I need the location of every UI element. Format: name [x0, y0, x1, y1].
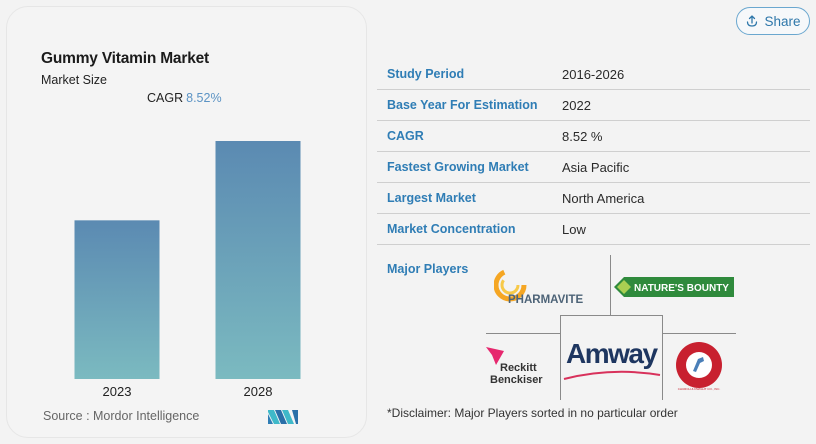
bar-chart: 2023 2028: [74, 141, 301, 399]
info-value: Asia Pacific: [562, 159, 630, 175]
church-dwight-wordmark: CHURCH & DWIGHT CO., INC.: [678, 387, 721, 391]
church-dwight-logo: CHURCH & DWIGHT CO., INC.: [676, 342, 722, 391]
info-label: Base Year For Estimation: [387, 98, 538, 112]
cagr-value: 8.52%: [186, 91, 222, 105]
reckitt-wordmark-line2: Benckiser: [490, 374, 543, 386]
info-value: Low: [562, 221, 586, 237]
info-label: Study Period: [387, 67, 465, 81]
grid-divider: [662, 333, 736, 334]
cagr-label: CAGR: [147, 91, 184, 105]
info-label: CAGR: [387, 129, 424, 143]
market-size-card: [6, 6, 367, 438]
mordor-intelligence-logo-icon: [268, 410, 298, 424]
share-button[interactable]: Share: [736, 7, 810, 35]
info-label: Fastest Growing Market: [387, 160, 529, 174]
share-label: Share: [764, 13, 801, 29]
grid-divider: [486, 333, 560, 334]
amway-wordmark: Amway: [566, 338, 658, 369]
amway-logo: Amway: [563, 338, 661, 380]
natures-bounty-logo: NATURE'S BOUNTY: [614, 277, 734, 297]
major-players-grid: PHARMAVITE NATURE'S BOUNTY Reckitt Benck…: [486, 255, 736, 400]
grid-divider: [662, 315, 663, 400]
pharmavite-logo: PHARMAVITE: [494, 268, 584, 306]
market-info-table: Study Period 2016-2026 Base Year For Est…: [377, 59, 810, 245]
bar-2023: [74, 220, 160, 379]
pharmavite-wordmark: PHARMAVITE: [508, 294, 584, 306]
x-tick-label: 2023: [103, 384, 132, 399]
info-row-fastest-growing: Fastest Growing Market Asia Pacific: [377, 152, 810, 183]
x-tick-label: 2028: [244, 384, 273, 399]
reckitt-benckiser-logo: Reckitt Benckiser: [486, 347, 543, 386]
info-label: Largest Market: [387, 191, 476, 205]
info-row-base-year: Base Year For Estimation 2022: [377, 90, 810, 121]
grid-divider: [560, 315, 561, 400]
bar-2028: [215, 141, 301, 379]
info-row-study-period: Study Period 2016-2026: [377, 59, 810, 90]
players-disclaimer: *Disclaimer: Major Players sorted in no …: [387, 406, 678, 420]
natures-bounty-wordmark: NATURE'S BOUNTY: [634, 283, 729, 294]
share-upload-icon: [747, 15, 758, 27]
reckitt-wordmark-line1: Reckitt: [500, 362, 537, 374]
grid-divider: [560, 315, 662, 316]
info-row-cagr: CAGR 8.52 %: [377, 121, 810, 152]
info-value: 2022: [562, 97, 591, 113]
info-label: Market Concentration: [387, 222, 516, 236]
chart-subtitle: Market Size: [41, 73, 107, 87]
info-value: North America: [562, 190, 645, 206]
chart-title: Gummy Vitamin Market: [41, 50, 209, 67]
major-players-label: Major Players: [387, 262, 469, 276]
info-row-largest-market: Largest Market North America: [377, 183, 810, 214]
info-value: 2016-2026: [562, 66, 625, 82]
info-row-concentration: Market Concentration Low: [377, 214, 810, 245]
source-credit: Source : Mordor Intelligence: [43, 409, 200, 423]
cagr-annotation: CAGR 8.52%: [147, 91, 222, 105]
grid-divider: [610, 255, 611, 315]
info-value: 8.52 %: [562, 128, 603, 144]
